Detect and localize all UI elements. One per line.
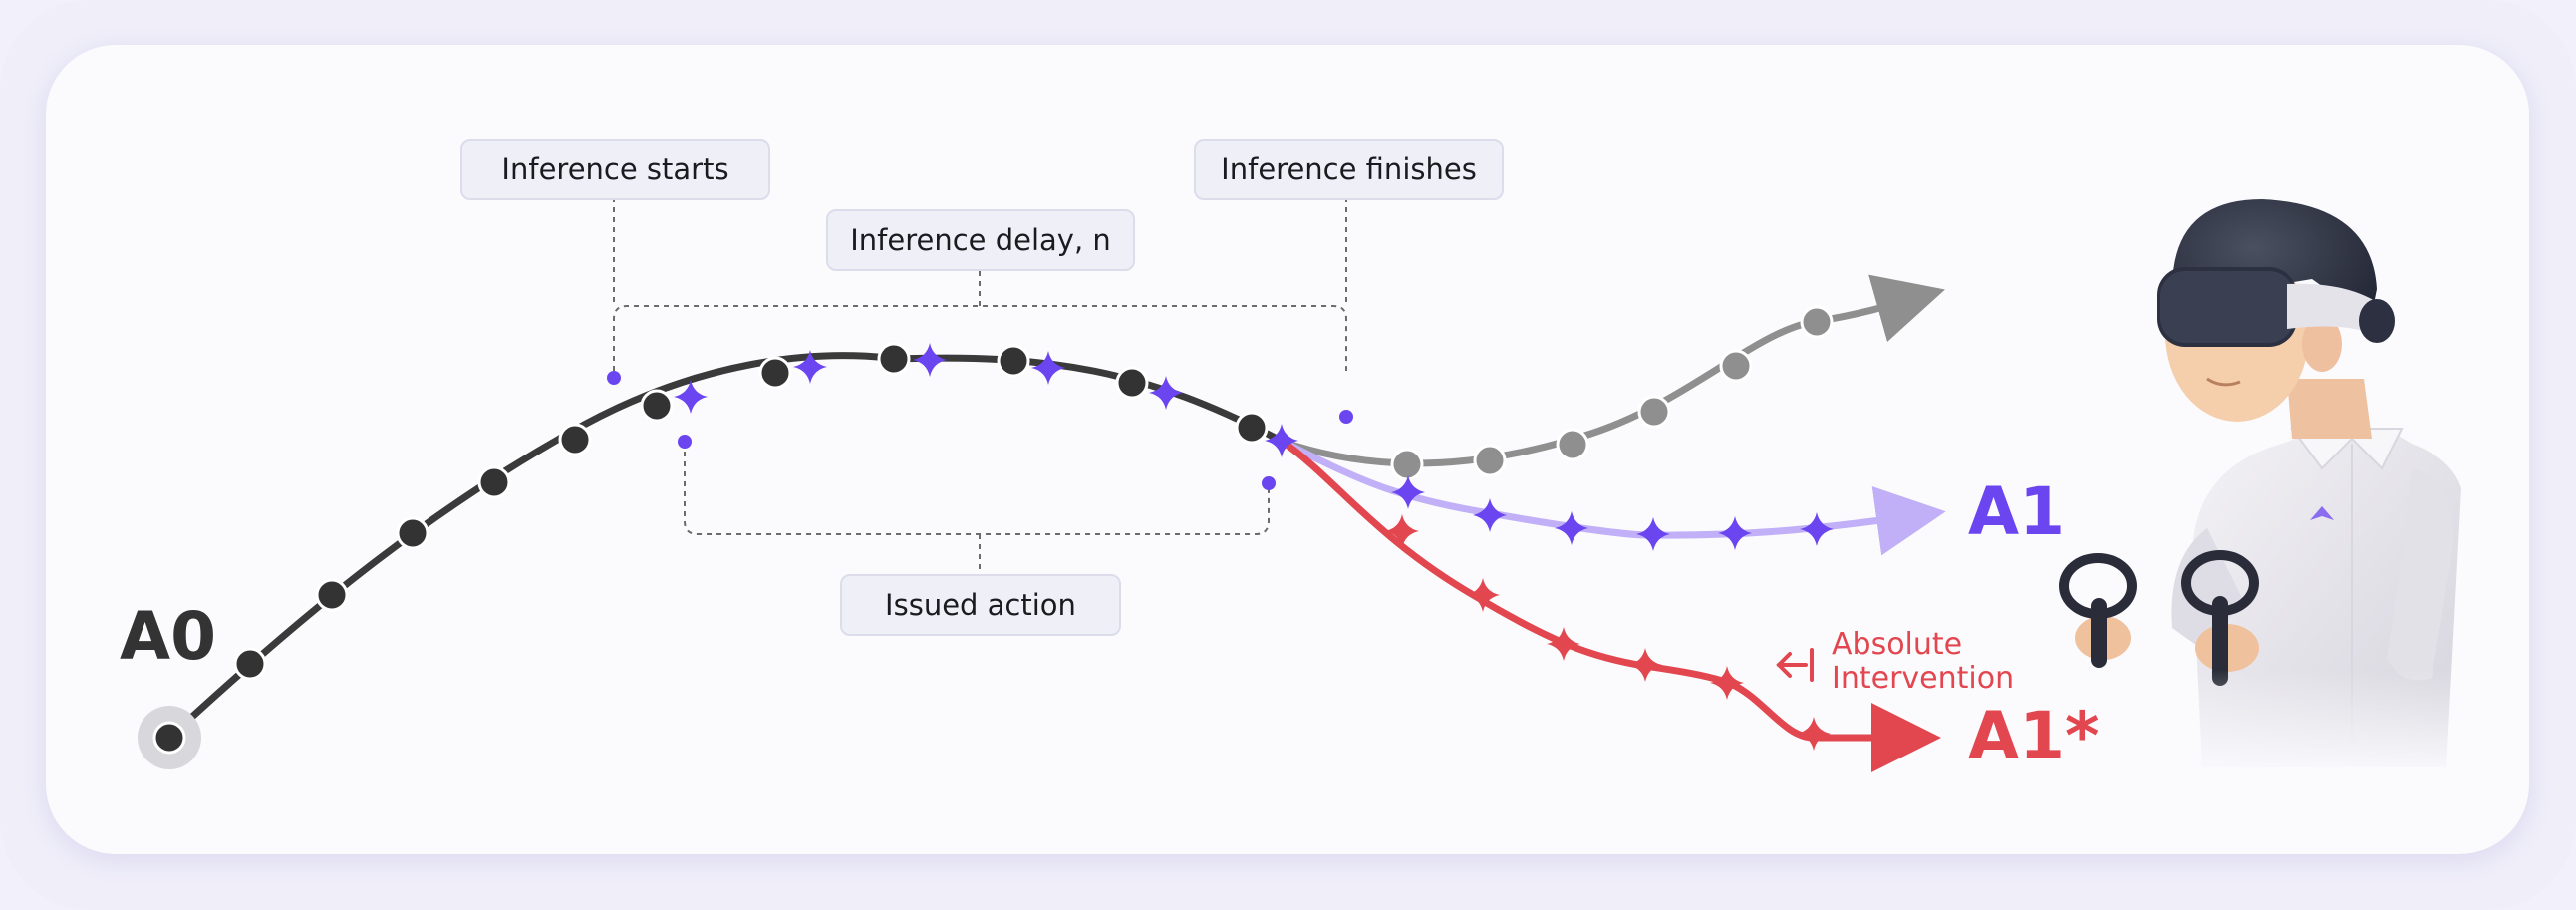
issued-action-bracket xyxy=(684,442,1270,574)
trajectory-dot xyxy=(558,423,592,456)
absolute-intervention-label: Absolute Intervention xyxy=(1832,628,2014,696)
issued-start-marker xyxy=(678,435,692,449)
a1-star-label: A1* xyxy=(1968,698,2100,774)
inference-delay-label: Inference delay, n xyxy=(826,209,1135,271)
inference-finish-marker xyxy=(1339,410,1353,424)
observation-dots xyxy=(152,342,1269,755)
trajectory-dot xyxy=(1115,366,1149,400)
intervention-star xyxy=(1797,717,1831,751)
gray-dot xyxy=(1719,349,1753,383)
intervention-star xyxy=(1385,514,1419,548)
gray-dot xyxy=(1637,395,1671,429)
a0-label: A0 xyxy=(120,598,217,675)
intervention-star xyxy=(1547,627,1580,661)
purple-branch xyxy=(1279,438,1946,556)
trajectory-dot xyxy=(997,344,1030,378)
action-star xyxy=(1473,498,1507,532)
action-star xyxy=(1718,516,1752,550)
trajectory-dot xyxy=(1235,411,1269,445)
a1-label: A1 xyxy=(1968,473,2066,550)
gray-branch-dots xyxy=(1390,305,1834,481)
main-trajectory xyxy=(165,352,1287,742)
action-star xyxy=(1149,376,1183,410)
trajectory-dot xyxy=(315,578,349,612)
gray-dot xyxy=(1390,448,1424,481)
trajectory-dot xyxy=(758,356,792,390)
inference-starts-label: Inference starts xyxy=(460,139,770,200)
trajectory-dot xyxy=(877,342,911,376)
issued-action-label: Issued action xyxy=(840,574,1121,636)
vr-operator-illustration xyxy=(2053,179,2491,777)
action-star xyxy=(1391,475,1425,509)
gray-dot xyxy=(1473,444,1507,477)
intervention-text: Intervention xyxy=(1832,661,2015,696)
issued-end-marker xyxy=(1262,476,1276,490)
trajectory-dot xyxy=(233,647,267,681)
left-arrow-bar-icon xyxy=(1776,648,1814,682)
gray-dot xyxy=(1556,428,1589,461)
red-branch xyxy=(1279,438,1941,772)
gray-dot xyxy=(1800,305,1834,339)
action-star xyxy=(913,343,947,377)
trajectory-dot xyxy=(640,389,674,423)
absolute-text: Absolute xyxy=(1832,627,1963,662)
intervention-star xyxy=(1628,648,1662,682)
inference-delay-bracket xyxy=(613,197,1347,371)
purple-branch-stars xyxy=(1391,475,1834,551)
trajectory-dot xyxy=(152,721,186,755)
action-star xyxy=(1031,351,1065,385)
trajectory-dot xyxy=(477,465,511,499)
trajectory-dot xyxy=(396,516,429,550)
action-star xyxy=(1800,512,1834,546)
red-branch-stars xyxy=(1385,514,1831,751)
action-star xyxy=(1636,517,1670,551)
intervention-star xyxy=(1710,666,1744,700)
inference-finishes-label: Inference finishes xyxy=(1194,139,1504,200)
action-star xyxy=(1555,511,1588,545)
inference-start-marker xyxy=(607,371,621,385)
